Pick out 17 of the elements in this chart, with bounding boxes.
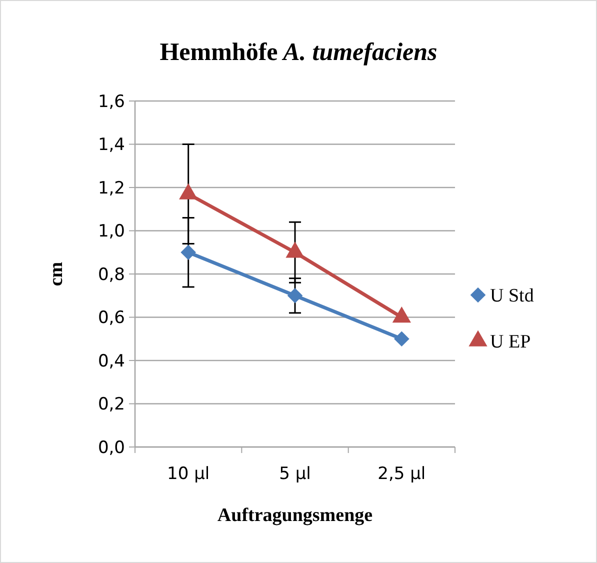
y-tick-label: 0,8: [98, 264, 125, 285]
chart-title: Hemmhöfe A. tumefaciens: [160, 39, 438, 66]
y-tick-label: 1,4: [98, 135, 125, 156]
x-axis-title: Auftragungsmenge: [217, 505, 373, 526]
y-tick-label: 0,2: [98, 394, 125, 415]
legend-label: U Std: [490, 286, 534, 307]
legend-label: U EP: [490, 332, 531, 353]
y-tick-label: 0,4: [98, 351, 125, 372]
y-axis-title: cm: [46, 262, 67, 286]
y-tick-label: 1,6: [98, 92, 125, 112]
x-tick-label: 2,5 µl: [378, 464, 426, 484]
x-tick-label: 5 µl: [279, 464, 311, 484]
y-tick-label: 1,2: [98, 178, 125, 198]
y-tick-label: 0,0: [98, 438, 125, 458]
y-tick-label: 1,0: [98, 222, 125, 242]
x-tick-label: 10 µl: [167, 464, 210, 484]
y-tick-label: 0,6: [98, 308, 125, 328]
